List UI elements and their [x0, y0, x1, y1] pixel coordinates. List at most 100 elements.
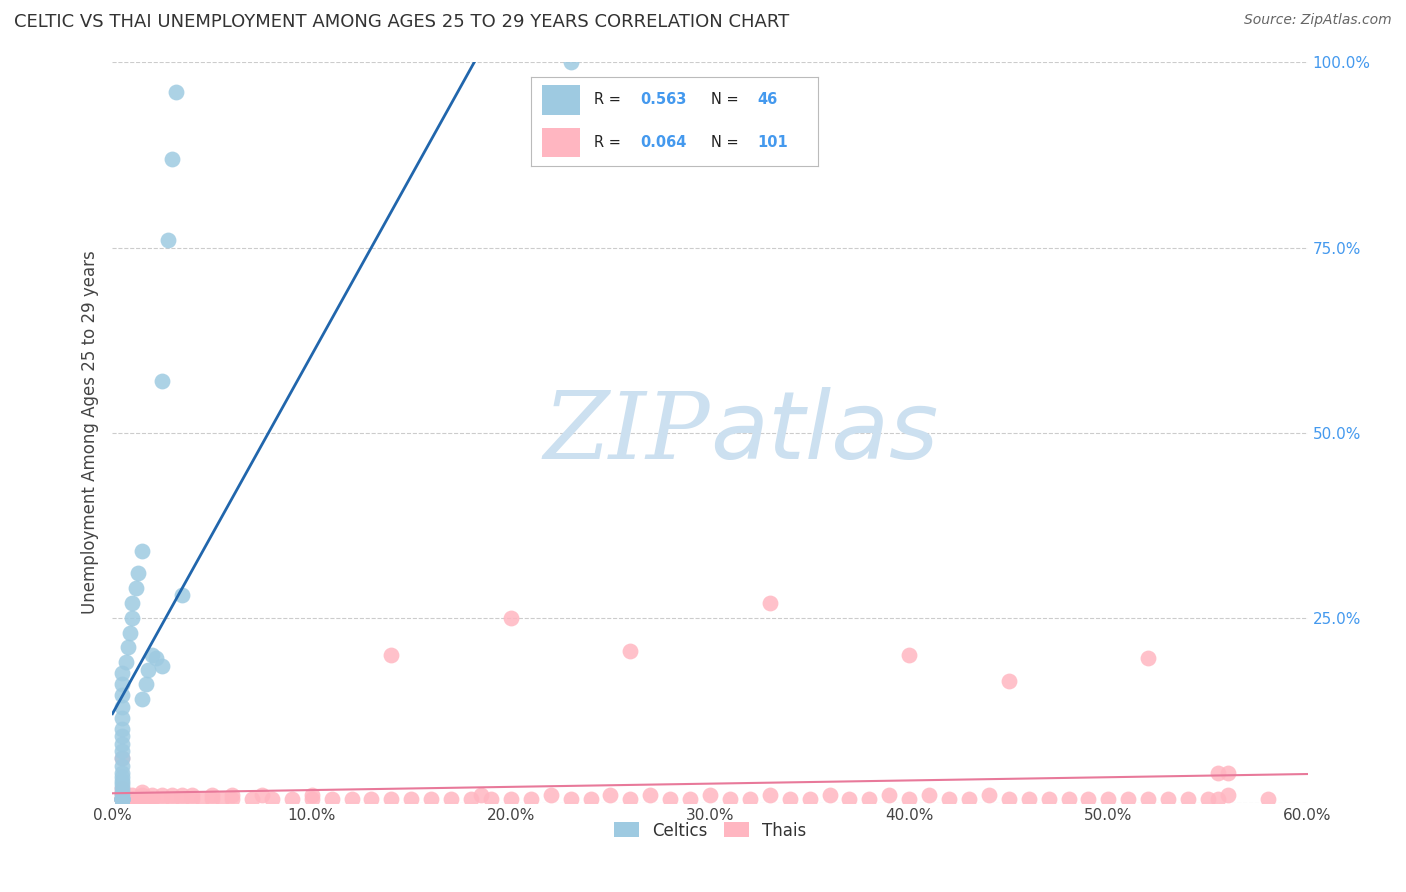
- Point: [281, 792, 304, 806]
- Point: [131, 792, 153, 806]
- Point: [111, 770, 134, 784]
- Point: [699, 789, 721, 803]
- Point: [135, 677, 157, 691]
- Point: [111, 785, 134, 799]
- Point: [718, 792, 741, 806]
- Point: [560, 792, 582, 806]
- Point: [111, 773, 134, 788]
- Point: [301, 792, 323, 806]
- Point: [977, 789, 1000, 803]
- Point: [799, 792, 821, 806]
- Point: [479, 792, 502, 806]
- Point: [111, 792, 134, 806]
- Point: [111, 792, 134, 806]
- Point: [125, 581, 148, 595]
- Point: [818, 789, 841, 803]
- Point: [221, 789, 243, 803]
- Point: [131, 785, 153, 799]
- Point: [321, 792, 343, 806]
- Text: CELTIC VS THAI UNEMPLOYMENT AMONG AGES 25 TO 29 YEARS CORRELATION CHART: CELTIC VS THAI UNEMPLOYMENT AMONG AGES 2…: [14, 13, 789, 31]
- Point: [250, 789, 273, 803]
- Point: [111, 758, 134, 772]
- Point: [260, 792, 283, 806]
- Point: [111, 722, 134, 736]
- Point: [138, 663, 160, 677]
- Point: [150, 792, 173, 806]
- Point: [380, 792, 402, 806]
- Point: [121, 792, 143, 806]
- Point: [117, 640, 139, 655]
- Point: [1197, 792, 1219, 806]
- Point: [470, 789, 492, 803]
- Point: [1137, 651, 1160, 665]
- Point: [201, 792, 224, 806]
- Point: [240, 792, 263, 806]
- Point: [111, 751, 134, 765]
- Point: [181, 789, 204, 803]
- Point: [172, 589, 194, 603]
- Point: [191, 792, 214, 806]
- Point: [120, 625, 142, 640]
- Point: [131, 792, 153, 806]
- Point: [115, 655, 138, 669]
- Point: [759, 789, 782, 803]
- Point: [1097, 792, 1119, 806]
- Point: [111, 729, 134, 743]
- Point: [121, 610, 143, 624]
- Point: [340, 792, 363, 806]
- Point: [401, 792, 423, 806]
- Point: [1137, 792, 1160, 806]
- Point: [111, 792, 134, 806]
- Point: [145, 651, 167, 665]
- Point: [141, 792, 163, 806]
- Point: [779, 792, 801, 806]
- Point: [1206, 766, 1229, 780]
- Legend: Celtics, Thais: Celtics, Thais: [607, 815, 813, 847]
- Point: [121, 596, 143, 610]
- Point: [162, 792, 183, 806]
- Point: [111, 792, 134, 806]
- Point: [998, 673, 1021, 688]
- Point: [111, 792, 134, 806]
- Point: [111, 751, 134, 765]
- Point: [172, 789, 194, 803]
- Point: [181, 792, 204, 806]
- Point: [499, 792, 522, 806]
- Point: [111, 737, 134, 751]
- Point: [141, 789, 163, 803]
- Point: [1077, 792, 1099, 806]
- Point: [172, 792, 194, 806]
- Point: [619, 792, 641, 806]
- Point: [150, 658, 173, 673]
- Point: [141, 792, 163, 806]
- Point: [898, 792, 921, 806]
- Point: [121, 789, 143, 803]
- Point: [679, 792, 702, 806]
- Point: [838, 792, 860, 806]
- Point: [858, 792, 880, 806]
- Point: [1177, 792, 1199, 806]
- Point: [998, 792, 1021, 806]
- Point: [111, 780, 134, 795]
- Point: [1216, 789, 1239, 803]
- Point: [499, 610, 522, 624]
- Text: Source: ZipAtlas.com: Source: ZipAtlas.com: [1244, 13, 1392, 28]
- Point: [111, 792, 134, 806]
- Point: [111, 699, 134, 714]
- Point: [221, 792, 243, 806]
- Point: [111, 792, 134, 806]
- Point: [1206, 792, 1229, 806]
- Point: [440, 792, 463, 806]
- Point: [111, 789, 134, 803]
- Point: [162, 789, 183, 803]
- Point: [599, 789, 621, 803]
- Point: [301, 789, 323, 803]
- Point: [211, 792, 233, 806]
- Point: [898, 648, 921, 662]
- Point: [1038, 792, 1060, 806]
- Point: [157, 233, 180, 247]
- Point: [150, 374, 173, 388]
- Text: ZIP: ZIP: [543, 388, 710, 477]
- Point: [111, 780, 134, 795]
- Point: [111, 689, 134, 703]
